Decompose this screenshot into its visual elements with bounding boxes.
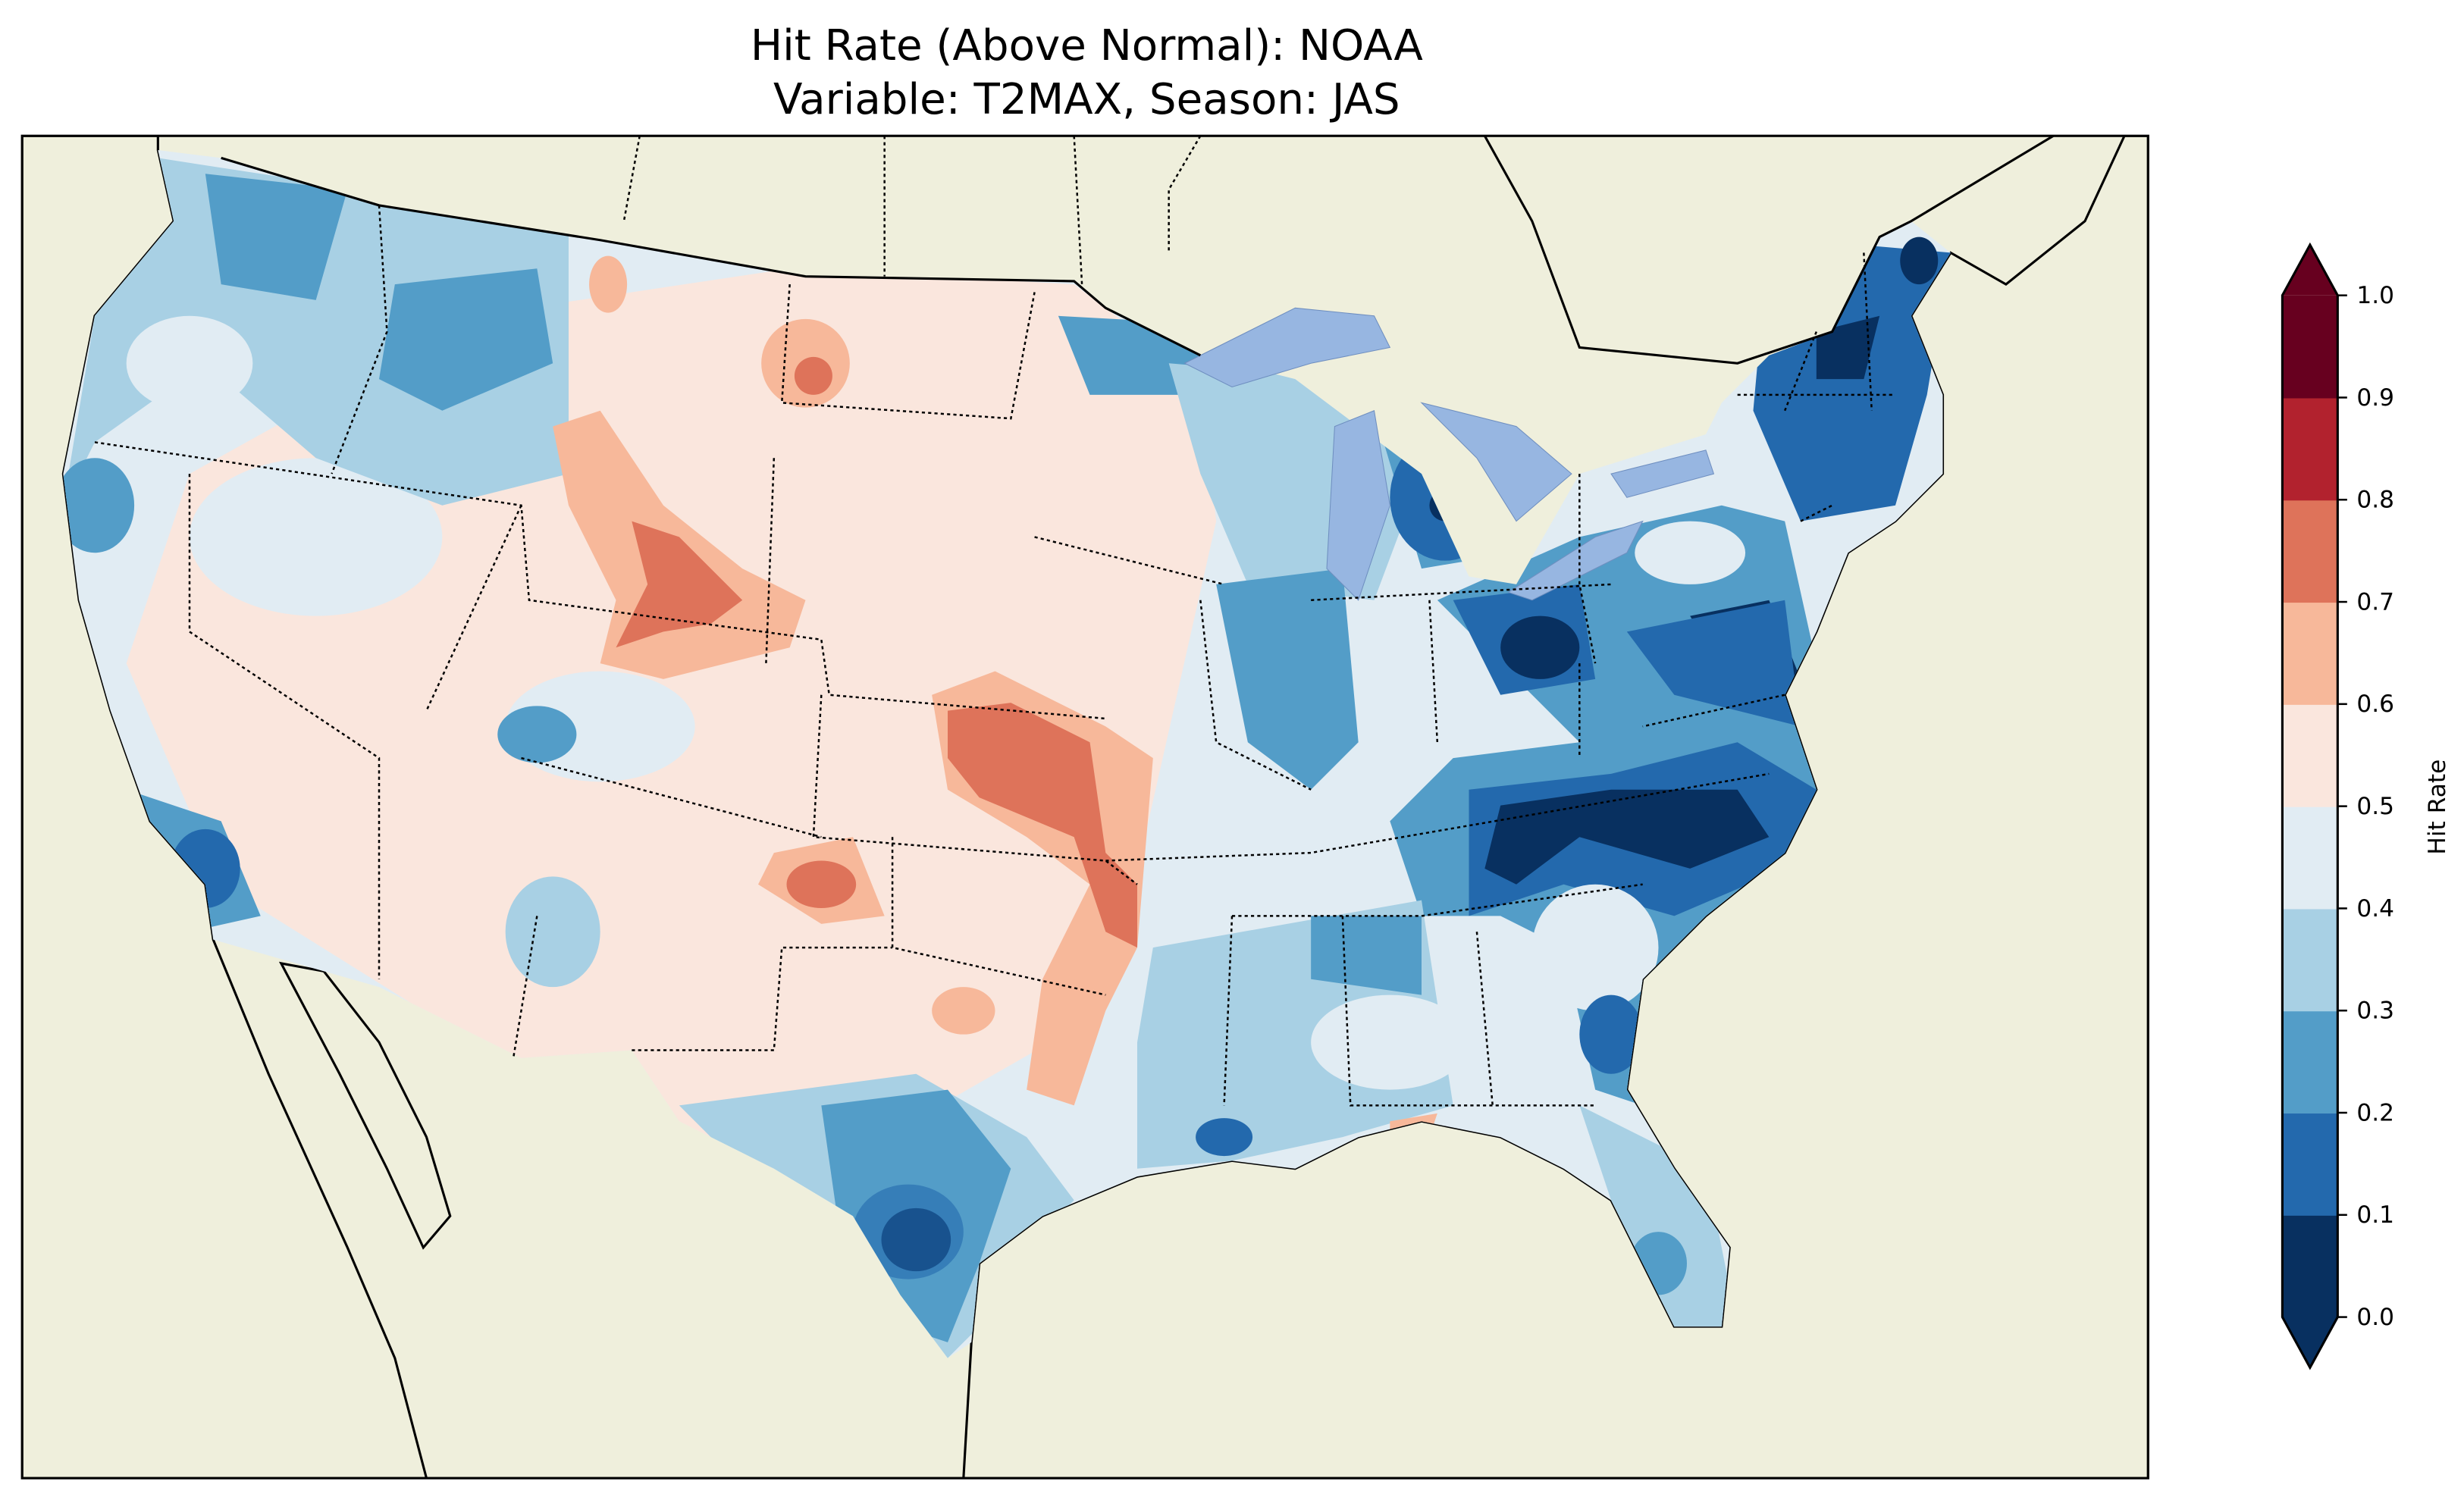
colorbar-bin <box>2282 703 2338 807</box>
colorbar-tick-label: 0.7 <box>2356 588 2394 615</box>
colorbar-bin <box>2282 908 2338 1012</box>
gulf-of-california <box>278 961 452 1250</box>
colorbar-extend-min <box>2282 1317 2338 1368</box>
title-line-2: Variable: T2MAX, Season: JAS <box>773 75 1400 124</box>
colorbar-bin <box>2282 1214 2338 1318</box>
colorbar-tick-label: 0.3 <box>2356 998 2394 1025</box>
colorbar-tick-label: 0.8 <box>2356 487 2394 514</box>
colorbar-bin <box>2282 1010 2338 1114</box>
colorbar-tick-label: 0.6 <box>2356 691 2394 718</box>
colorbar-bin <box>2282 397 2338 501</box>
hit-rate-regions <box>63 158 1951 1358</box>
colorbar: 0.0 0.1 0.2 0.3 0.4 0.5 0.6 0.7 0.8 0.9 1.0 <box>2281 242 2394 1370</box>
colorbar-label: Hit Rate <box>2424 760 2451 855</box>
great-lakes <box>1183 307 1715 601</box>
colorbar-bin <box>2282 500 2338 603</box>
colorbar-bin <box>2282 1113 2338 1216</box>
colorbar-tick-label: 0.0 <box>2356 1304 2394 1331</box>
state-borders <box>94 136 1895 1107</box>
colorbar-tick-label: 0.4 <box>2356 895 2394 922</box>
colorbar-tick-label: 0.9 <box>2356 384 2394 412</box>
colorbar-extend-max <box>2282 245 2338 296</box>
map-frame <box>20 134 2149 1480</box>
colorbar-bin <box>2282 295 2338 399</box>
colorbar-tick-label: 0.5 <box>2356 793 2394 820</box>
colorbar-tick-label: 0.2 <box>2356 1099 2394 1126</box>
title-line-1: Hit Rate (Above Normal): NOAA <box>751 21 1423 70</box>
colorbar-bin <box>2282 806 2338 910</box>
map <box>20 134 2149 1480</box>
colorbar-tick-label: 0.1 <box>2356 1201 2394 1229</box>
colorbar-tick-label: 1.0 <box>2356 282 2394 309</box>
colorbar-bin <box>2282 602 2338 705</box>
